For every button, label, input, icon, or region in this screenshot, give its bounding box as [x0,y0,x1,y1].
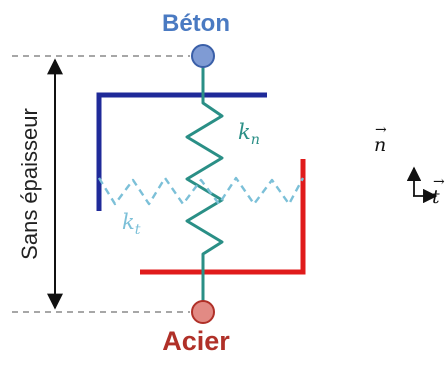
acier-plate [140,159,306,275]
beton-label: Béton [162,10,230,37]
tangential-stiffness-subscript: t [134,221,141,238]
normal-stiffness-subscript: n [250,131,260,148]
normal-stiffness-symbol: k [238,120,251,144]
acier-label: Acier [162,326,230,356]
normal-axis-label: → n [374,122,387,156]
normal-spring [185,96,224,270]
acier-node-circle [191,300,215,324]
beton-node-circle [191,44,215,68]
tangent-axis-label: → t [432,174,445,208]
tangential-stiffness-symbol: k [122,210,135,234]
beton-plate [96,92,267,211]
thickness-label: Sans épaisseur [17,108,42,260]
normal-axis-symbol: n [374,134,387,156]
tangential-spring [97,176,305,206]
tangent-axis-symbol: t [432,186,440,208]
tangential-stiffness-label: kt [122,210,140,238]
normal-stiffness-label: kn [238,120,260,148]
